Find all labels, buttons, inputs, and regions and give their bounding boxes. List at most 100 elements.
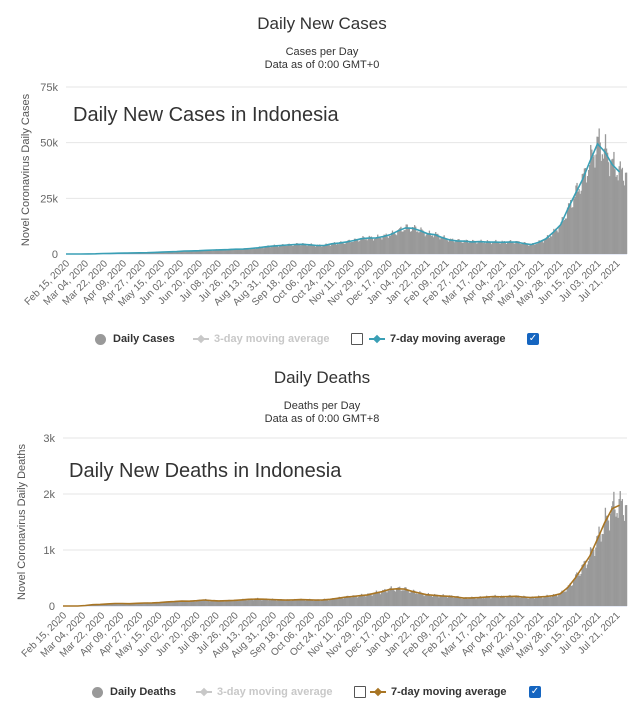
daily-bar xyxy=(274,245,277,254)
daily-bar xyxy=(258,246,261,254)
daily-bar xyxy=(421,592,423,606)
daily-bar xyxy=(500,595,503,606)
daily-bar xyxy=(551,595,554,606)
daily-bar xyxy=(257,247,260,254)
daily-bar xyxy=(407,227,409,254)
daily-bar xyxy=(444,596,446,606)
daily-bar xyxy=(439,596,441,606)
daily-bar xyxy=(546,594,548,606)
daily-bar xyxy=(318,245,320,254)
daily-bar xyxy=(475,599,477,606)
daily-bar xyxy=(200,250,203,254)
daily-bar xyxy=(467,242,470,254)
daily-bar xyxy=(325,243,327,254)
daily-bar xyxy=(481,598,484,606)
daily-bar xyxy=(202,250,204,254)
daily-bar xyxy=(144,602,146,606)
daily-bar xyxy=(454,597,456,606)
daily-bar xyxy=(452,597,454,606)
daily-bar xyxy=(438,597,440,606)
daily-bar xyxy=(104,604,106,606)
daily-bar xyxy=(149,603,152,606)
daily-bar xyxy=(257,597,259,606)
daily-bar xyxy=(171,602,173,606)
daily-bar xyxy=(442,594,444,606)
daily-bar xyxy=(198,599,201,606)
daily-bar xyxy=(165,602,168,606)
daily-bar xyxy=(377,234,379,254)
daily-bar xyxy=(558,594,560,606)
daily-bar xyxy=(237,248,240,254)
daily-bar xyxy=(406,589,408,606)
daily-bar xyxy=(130,603,133,606)
daily-bar xyxy=(436,233,438,254)
daily-bar xyxy=(232,249,234,254)
daily-bar xyxy=(197,250,200,254)
daily-bar xyxy=(377,592,380,606)
legend-checkbox-3day[interactable] xyxy=(354,682,366,702)
daily-bar xyxy=(512,242,514,254)
daily-bar xyxy=(423,232,425,254)
daily-bar xyxy=(197,600,199,606)
daily-bar xyxy=(157,603,159,606)
daily-bar xyxy=(563,220,566,254)
daily-bar xyxy=(447,241,450,254)
daily-bar xyxy=(196,251,199,254)
daily-bar xyxy=(566,207,569,254)
daily-bar xyxy=(222,600,224,606)
legend-item-3day-average[interactable]: 3-day moving average xyxy=(196,682,333,702)
chart-legend: Daily Cases 3-day moving average 7-day m… xyxy=(0,329,644,349)
daily-bar xyxy=(469,242,472,254)
daily-bar xyxy=(333,599,335,606)
daily-bar xyxy=(136,603,138,606)
legend-checkbox-7day[interactable]: ✓ xyxy=(529,682,541,702)
daily-bar xyxy=(341,598,344,606)
daily-bar xyxy=(381,239,383,254)
daily-bar xyxy=(607,520,610,606)
daily-bar xyxy=(601,533,603,606)
daily-bar xyxy=(476,598,478,606)
daily-bar xyxy=(615,516,617,606)
daily-bar xyxy=(290,600,293,606)
legend-item-daily-cases[interactable]: Daily Cases xyxy=(95,329,175,349)
daily-bar xyxy=(508,240,511,254)
daily-bar xyxy=(369,236,372,254)
daily-bar xyxy=(296,600,298,606)
legend-item-3day-average[interactable]: 3-day moving average xyxy=(193,329,330,349)
daily-bar xyxy=(185,250,187,254)
daily-bar xyxy=(475,241,477,254)
daily-bar xyxy=(204,250,206,254)
daily-bar xyxy=(399,586,401,606)
daily-bar xyxy=(491,597,493,606)
daily-bar xyxy=(265,246,267,254)
daily-bar xyxy=(507,596,509,606)
daily-bar xyxy=(513,243,515,254)
daily-bar xyxy=(621,499,624,606)
daily-bar xyxy=(373,593,375,606)
daily-bar xyxy=(480,239,482,254)
legend-line-icon xyxy=(370,691,386,693)
daily-bar xyxy=(253,599,256,606)
daily-bar xyxy=(453,597,455,606)
daily-bar xyxy=(199,250,202,254)
daily-bar xyxy=(308,244,310,254)
daily-bar xyxy=(187,601,189,606)
daily-bar xyxy=(519,597,522,606)
daily-bar xyxy=(291,245,293,254)
daily-bar xyxy=(504,597,506,606)
daily-bar xyxy=(174,601,176,606)
daily-bar xyxy=(279,245,281,254)
daily-bar xyxy=(465,239,467,254)
daily-bar xyxy=(350,241,353,254)
daily-bar xyxy=(421,229,423,254)
daily-bar xyxy=(358,595,361,606)
legend-checkbox-7day[interactable]: ✓ xyxy=(527,329,539,349)
legend-item-7day-average[interactable]: 7-day moving average xyxy=(370,682,507,702)
legend-item-7day-average[interactable]: 7-day moving average xyxy=(369,329,506,349)
daily-bar xyxy=(370,594,372,606)
daily-bar xyxy=(178,601,180,606)
legend-item-daily-deaths[interactable]: Daily Deaths xyxy=(92,682,176,702)
daily-bar xyxy=(494,594,496,606)
daily-bar xyxy=(466,240,469,254)
legend-checkbox-3day[interactable] xyxy=(351,329,363,349)
